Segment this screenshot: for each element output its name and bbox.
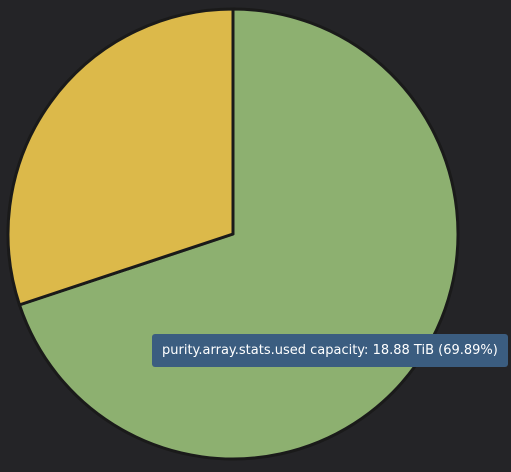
pie-slice-1[interactable] <box>6 7 235 307</box>
chart-tooltip: purity.array.stats.used capacity: 18.88 … <box>152 334 508 367</box>
tooltip-text: purity.array.stats.used capacity: 18.88 … <box>162 343 498 358</box>
